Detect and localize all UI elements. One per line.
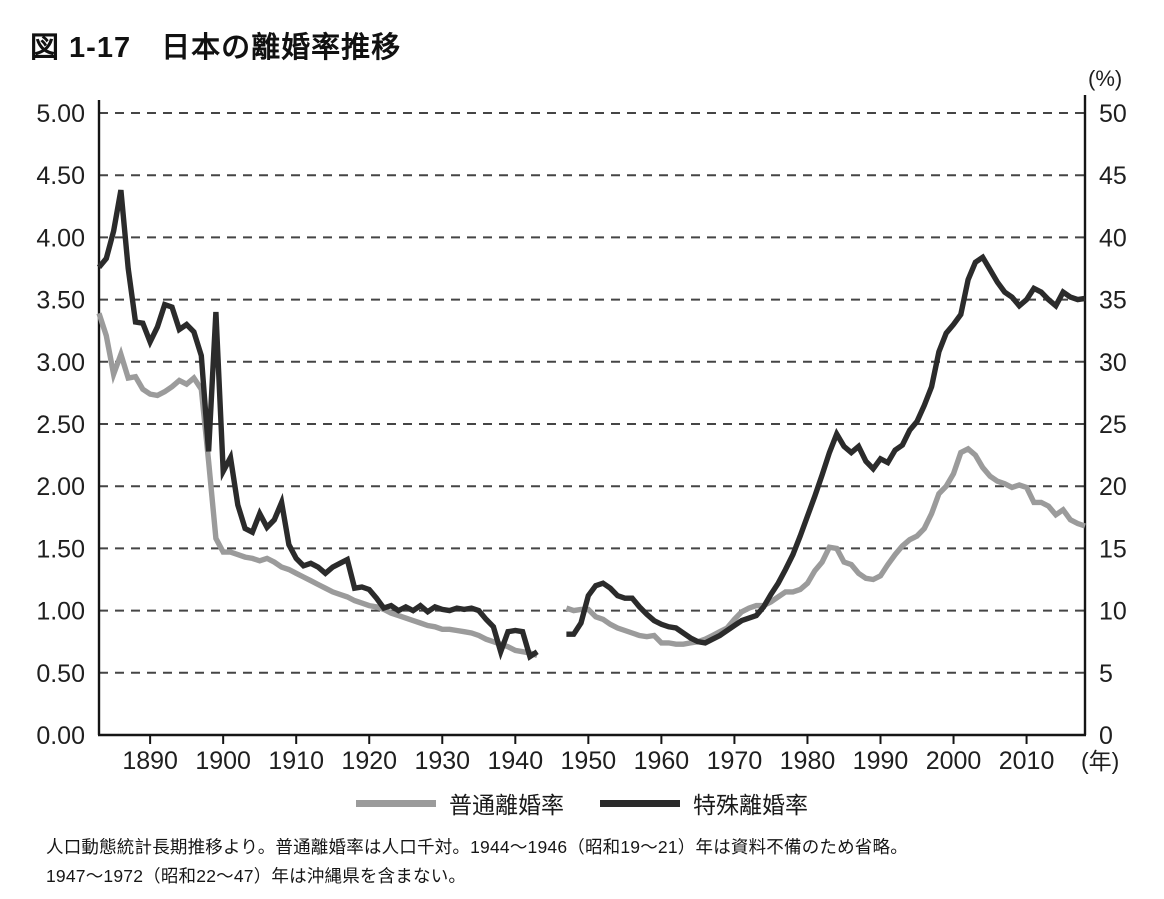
svg-text:4.00: 4.00 [36, 224, 85, 252]
gridlines [99, 112, 1085, 674]
percent-unit-label: (%) [1088, 66, 1122, 91]
footnote-line-2: 1947～1972（昭和22～47）年は沖縄県を含まない。 [46, 866, 467, 886]
svg-text:3.00: 3.00 [36, 349, 85, 377]
legend-label-special: 特殊離婚率 [693, 792, 808, 818]
svg-text:1970: 1970 [707, 747, 763, 775]
svg-text:1890: 1890 [122, 747, 178, 775]
svg-text:5: 5 [1099, 660, 1113, 688]
year-unit-label: (年) [1081, 748, 1119, 774]
svg-text:1980: 1980 [780, 747, 836, 775]
svg-text:2000: 2000 [926, 747, 982, 775]
divorce-rate-chart: 5.00 4.50 4.00 3.50 3.00 2.50 2.00 1.50 1.00 0.50… [36, 66, 1127, 775]
svg-text:1960: 1960 [634, 747, 690, 775]
svg-text:0.00: 0.00 [36, 722, 85, 750]
special-divorce-line [96, 189, 1086, 661]
footnote-line-1: 人口動態統計長期推移より。普通離婚率は人口千対。1944～1946（昭和19～2… [46, 837, 908, 857]
legend-item-ordinary: 普通離婚率 [356, 786, 564, 820]
svg-text:45: 45 [1099, 162, 1127, 190]
svg-text:40: 40 [1099, 224, 1127, 252]
svg-text:3.50: 3.50 [36, 287, 85, 315]
svg-text:4.50: 4.50 [36, 162, 85, 190]
figure-title: 図 1-17 日本の離婚率推移 [30, 32, 402, 64]
x-axis-labels: 1890 1900 1910 1920 1930 1940 1950 1960 1970 1980… [122, 735, 1119, 775]
svg-text:35: 35 [1099, 287, 1127, 315]
left-axis-labels: 5.00 4.50 4.00 3.50 3.00 2.50 2.00 1.50 1.00 0.50… [36, 100, 85, 750]
svg-text:20: 20 [1099, 473, 1127, 501]
svg-text:0: 0 [1099, 722, 1113, 750]
svg-text:30: 30 [1099, 349, 1127, 377]
svg-text:1930: 1930 [414, 747, 470, 775]
svg-text:1900: 1900 [195, 747, 251, 775]
axes [97, 95, 1087, 737]
svg-text:50: 50 [1099, 100, 1127, 128]
ordinary-line-swatch [356, 799, 436, 807]
svg-text:1.50: 1.50 [36, 535, 85, 563]
chart-legend: 普通離婚率 特殊離婚率 [0, 786, 1164, 820]
svg-text:2.00: 2.00 [36, 473, 85, 501]
svg-text:2010: 2010 [999, 747, 1055, 775]
chart-footnote: 人口動態統計長期推移より。普通離婚率は人口千対。1944～1946（昭和19～2… [46, 833, 908, 891]
svg-text:10: 10 [1099, 598, 1127, 626]
legend-item-special: 特殊離婚率 [600, 786, 808, 820]
svg-text:5.00: 5.00 [36, 100, 85, 128]
svg-text:1.00: 1.00 [36, 598, 85, 626]
svg-text:15: 15 [1099, 535, 1127, 563]
svg-text:0.50: 0.50 [36, 660, 85, 688]
svg-text:25: 25 [1099, 411, 1127, 439]
svg-text:1940: 1940 [487, 747, 543, 775]
svg-text:1920: 1920 [341, 747, 397, 775]
svg-text:2.50: 2.50 [36, 411, 85, 439]
svg-text:1910: 1910 [268, 747, 324, 775]
special-line-swatch [600, 799, 680, 807]
ordinary-divorce-line [96, 312, 1086, 658]
svg-text:1990: 1990 [853, 747, 909, 775]
divorce-rate-chart-svg: 5.00 4.50 4.00 3.50 3.00 2.50 2.00 1.50 1.00 0.50… [36, 66, 1127, 775]
legend-label-ordinary: 普通離婚率 [449, 792, 564, 818]
svg-text:1950: 1950 [561, 747, 617, 775]
